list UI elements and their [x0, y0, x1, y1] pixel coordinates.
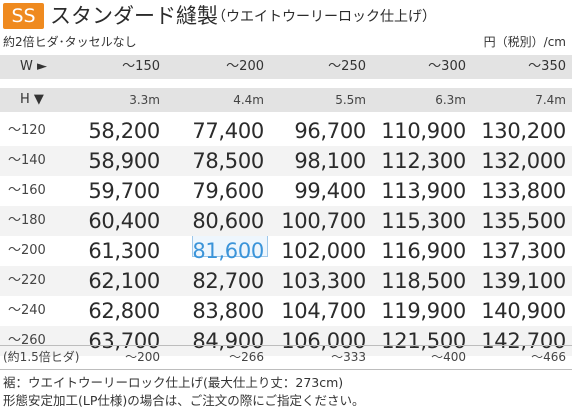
fabric-length-cell: 6.3m [435, 93, 466, 107]
width-header-row: W ► ～150 ～200 ～250 ～300 ～350 [0, 55, 572, 79]
notes-divider [0, 369, 572, 370]
price-cell: 84,900 [192, 329, 264, 353]
footer-width-cell: ～200 [125, 350, 160, 364]
price-cell: 77,400 [192, 119, 264, 143]
price-cell: 104,700 [281, 299, 366, 323]
price-cell: 112,300 [381, 149, 466, 173]
footer-width-cell: ～266 [229, 350, 264, 364]
price-row: ～200 61,300 81,600 102,000 116,900 137,300 [0, 236, 572, 266]
lp-note: 形態安定加工(LP仕様)の場合は、ご注文の際にご指定ください。 [3, 393, 365, 408]
fabric-length-cell: 3.3m [129, 93, 160, 107]
price-cell: 100,700 [281, 209, 366, 233]
price-cell: 96,700 [294, 119, 366, 143]
unit-label: 円（税別）/cm [483, 35, 566, 49]
height-label: ～140 [8, 153, 46, 168]
price-row: ～140 58,900 78,500 98,100 112,300 132,000 [0, 146, 572, 176]
footer-pleat-label: (約1.5倍ヒダ) [3, 350, 80, 364]
price-row: ～120 58,200 77,400 96,700 110,900 130,200 [0, 116, 572, 146]
price-cell: 133,800 [481, 179, 566, 203]
price-cell: 62,800 [88, 299, 160, 323]
height-label: ～240 [8, 303, 46, 318]
fabric-length-cell: 7.4m [535, 93, 566, 107]
series-badge: SS [3, 3, 44, 29]
price-cell: 118,500 [381, 269, 466, 293]
price-cell: 63,700 [88, 329, 160, 353]
price-cell: 137,300 [481, 239, 566, 263]
price-cell: 78,500 [192, 149, 264, 173]
page-title: スタンダード縫製 [50, 4, 218, 28]
price-cell: 132,000 [481, 149, 566, 173]
height-label: ～260 [8, 333, 46, 348]
price-cell: 81,600 [192, 239, 264, 263]
price-cell: 102,000 [281, 239, 366, 263]
price-row: ～160 59,700 79,600 99,400 113,900 133,800 [0, 176, 572, 206]
price-cell: 130,200 [481, 119, 566, 143]
price-row: ～220 62,100 82,700 103,300 118,500 139,100 [0, 266, 572, 296]
hem-note: 裾：ウエイトウーリーロック仕上げ(最大仕上り丈：273cm) [3, 375, 344, 390]
price-row: ～260 63,700 84,900 106,000 121,500 142,700 [0, 326, 572, 356]
height-label: ～120 [8, 123, 46, 138]
height-label: ～160 [8, 183, 46, 198]
price-cell: 135,500 [481, 209, 566, 233]
width-header-cell: ～250 [328, 59, 366, 74]
price-cell: 98,100 [294, 149, 366, 173]
price-cell: 83,800 [192, 299, 264, 323]
footer-row: (約1.5倍ヒダ) ～200 ～266 ～333 ～400 ～466 [0, 346, 572, 368]
width-axis-label: W ► [20, 59, 47, 74]
width-header-cell: ～300 [428, 59, 466, 74]
pleat-note: 約2倍ヒダ･タッセルなし [3, 35, 137, 49]
price-cell: 119,900 [381, 299, 466, 323]
height-label: ～200 [8, 243, 46, 258]
price-cell: 60,400 [88, 209, 160, 233]
price-cell: 110,900 [381, 119, 466, 143]
price-cell: 106,000 [281, 329, 366, 353]
price-cell: 61,300 [88, 239, 160, 263]
price-cell: 79,600 [192, 179, 264, 203]
price-cell: 99,400 [294, 179, 366, 203]
fabric-length-cell: 4.4m [233, 93, 264, 107]
width-header-cell: ～150 [122, 59, 160, 74]
price-cell: 62,100 [88, 269, 160, 293]
width-header-cell: ～350 [528, 59, 566, 74]
fabric-length-cell: 5.5m [335, 93, 366, 107]
price-cell: 80,600 [192, 209, 264, 233]
height-label: ～180 [8, 213, 46, 228]
price-cell: 115,300 [381, 209, 466, 233]
footer-width-cell: ～466 [531, 350, 566, 364]
price-cell: 103,300 [281, 269, 366, 293]
price-cell: 139,100 [481, 269, 566, 293]
price-cell: 116,900 [381, 239, 466, 263]
width-header-cell: ～200 [226, 59, 264, 74]
footer-divider [0, 345, 572, 346]
fabric-length-row: H ▼ 3.3m 4.4m 5.5m 6.3m 7.4m [0, 88, 572, 112]
price-cell: 82,700 [192, 269, 264, 293]
price-cell: 121,500 [381, 329, 466, 353]
price-row: ～240 62,800 83,800 104,700 119,900 140,900 [0, 296, 572, 326]
footer-width-cell: ～333 [331, 350, 366, 364]
price-cell: 59,700 [88, 179, 160, 203]
price-cell: 140,900 [481, 299, 566, 323]
height-axis-label: H ▼ [20, 92, 44, 107]
page-subtitle: （ウエイトウーリーロック仕上げ） [212, 9, 436, 25]
height-label: ～220 [8, 273, 46, 288]
footer-width-cell: ～400 [431, 350, 466, 364]
price-cell: 142,700 [481, 329, 566, 353]
price-cell: 58,900 [88, 149, 160, 173]
price-cell: 113,900 [381, 179, 466, 203]
price-cell: 58,200 [88, 119, 160, 143]
price-row: ～180 60,400 80,600 100,700 115,300 135,500 [0, 206, 572, 236]
